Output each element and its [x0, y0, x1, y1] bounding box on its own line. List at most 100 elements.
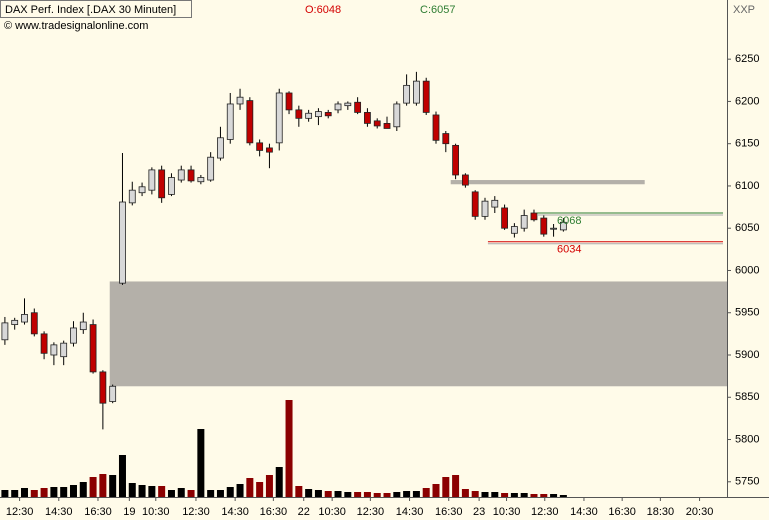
volume-bar: [452, 475, 460, 497]
title-box: [0, 0, 192, 18]
candle-body: [354, 101, 362, 113]
volume-bar: [148, 486, 156, 497]
y-tick-label: 6050: [735, 222, 759, 234]
y-tick-label: 6100: [735, 180, 759, 192]
candle-body: [461, 174, 469, 186]
x-tick-label: 18:30: [647, 506, 675, 518]
candle-body: [481, 200, 489, 217]
x-tick-label: 12:30: [6, 506, 34, 518]
volume-bar: [383, 493, 391, 497]
candle-body: [520, 215, 528, 229]
volume-bar: [305, 489, 313, 497]
corner-label: XXP: [733, 4, 755, 16]
x-tick-label: 16:30: [608, 506, 636, 518]
candle-body: [197, 177, 205, 183]
volume-bar: [540, 494, 548, 497]
volume-bar: [520, 493, 528, 497]
x-tick-label: 14:30: [221, 506, 249, 518]
volume-bar: [481, 492, 489, 497]
candle-body: [324, 112, 332, 117]
candle-body: [217, 137, 224, 159]
volume-bar: [256, 482, 264, 497]
volume-bar: [236, 484, 244, 497]
volume-bar: [314, 490, 322, 497]
volume-bar: [295, 486, 303, 497]
volume-bar: [510, 493, 518, 497]
candle-body: [393, 103, 401, 128]
volume-bar: [246, 478, 254, 497]
candle-body: [403, 84, 411, 104]
candle-body: [305, 112, 313, 119]
candle-body: [432, 114, 440, 141]
candle-body: [40, 333, 48, 354]
candle-body: [373, 120, 381, 127]
candle-body: [501, 207, 508, 229]
y-tick-label: 6000: [735, 264, 759, 276]
volume-bar: [461, 489, 469, 497]
y-tick-label: 5950: [735, 307, 759, 319]
y-tick-label: 5850: [735, 391, 759, 403]
volume-bar: [177, 488, 185, 497]
y-tick-label: 6150: [735, 138, 759, 150]
candle-body: [266, 147, 273, 153]
volume-bar: [226, 487, 234, 497]
volume-bar: [471, 491, 479, 497]
open-label: O:6048: [305, 4, 341, 16]
volume-bar: [442, 477, 450, 497]
candle-body: [383, 123, 391, 129]
candle-body: [550, 227, 557, 230]
volume-bar: [79, 482, 87, 497]
candle-body: [138, 186, 146, 194]
volume-bar: [265, 475, 273, 497]
volume-bar: [69, 485, 77, 497]
volume-bar: [530, 494, 538, 497]
volume-bar: [99, 474, 107, 497]
price-zone: [450, 180, 645, 185]
x-tick-label: 16:30: [435, 506, 463, 518]
candle-body: [275, 92, 283, 144]
candle-body: [422, 80, 430, 113]
volume-bar: [197, 429, 205, 497]
volume-bar: [403, 491, 411, 497]
close-label: C:6057: [420, 4, 455, 16]
candle-body: [177, 169, 185, 181]
y-tick-label: 6250: [735, 53, 759, 65]
volume-bar: [412, 491, 420, 497]
volume-bar: [373, 493, 381, 497]
volume-bar: [89, 477, 97, 497]
volume-bar: [60, 487, 68, 497]
volume-bar: [118, 455, 126, 497]
volume-bar: [207, 490, 215, 497]
volume-bar: [158, 486, 166, 497]
x-tick-label: 19: [123, 506, 135, 518]
level-label: 6068: [557, 215, 581, 227]
x-tick-label: 23: [473, 506, 485, 518]
candle-body: [226, 103, 234, 140]
x-tick-label: 10:30: [142, 506, 170, 518]
y-tick-label: 6200: [735, 95, 759, 107]
x-tick-label: 12:30: [357, 506, 385, 518]
x-tick-label: 20:30: [686, 506, 714, 518]
volume-bar: [109, 475, 117, 497]
candle-body: [148, 169, 156, 191]
volume-bar: [501, 493, 509, 497]
volume-bar: [167, 490, 175, 497]
chart-title: DAX Perf. Index [.DAX 30 Minuten]: [5, 4, 176, 16]
candle-body: [315, 111, 322, 118]
y-tick-label: 5750: [735, 476, 759, 488]
volume-bar: [344, 492, 352, 497]
volume-bar: [50, 487, 58, 497]
candle-body: [11, 319, 19, 325]
candle-body: [119, 201, 126, 284]
candle-body: [236, 96, 244, 105]
candle-body: [491, 199, 499, 208]
candle-body: [207, 156, 215, 181]
candle-body: [530, 212, 538, 221]
candle-body: [109, 385, 117, 402]
volume-bar: [393, 492, 401, 497]
x-tick-label: 22: [298, 506, 310, 518]
candle-body: [99, 371, 107, 404]
x-tick-label: 10:30: [318, 506, 346, 518]
